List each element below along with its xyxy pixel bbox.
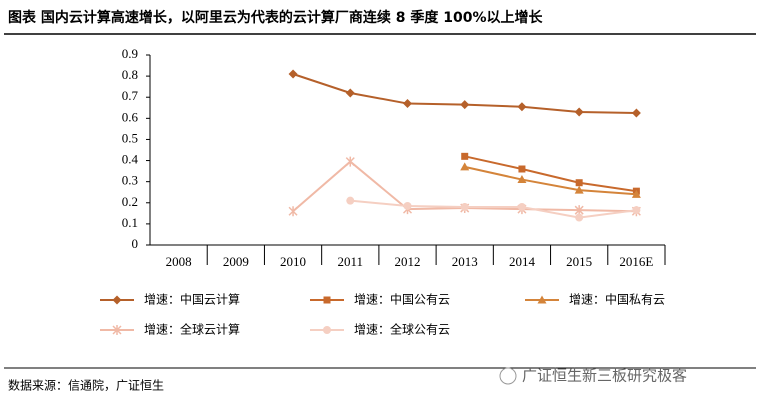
marker (631, 108, 641, 118)
marker (323, 326, 331, 334)
marker (574, 107, 584, 117)
marker (537, 295, 547, 304)
x-tick-label: 2008 (166, 254, 192, 269)
y-tick-label: 0.9 (122, 46, 138, 61)
y-tick-label: 0.6 (122, 109, 139, 124)
marker (518, 165, 526, 173)
marker (575, 213, 584, 222)
legend-label: 增速：中国私有云 (569, 292, 665, 307)
marker (112, 295, 122, 305)
y-tick-label: 0 (132, 236, 139, 251)
legend-label: 增速：全球公有云 (354, 322, 450, 337)
x-tick-label: 2012 (395, 254, 421, 269)
marker (403, 99, 412, 109)
marker (632, 206, 641, 215)
marker (323, 296, 331, 304)
marker (460, 100, 470, 110)
y-tick-label: 0.2 (122, 194, 138, 209)
x-tick-label: 2011 (338, 254, 364, 269)
y-tick-label: 0.7 (122, 88, 139, 103)
marker (517, 203, 526, 211)
marker (461, 152, 469, 160)
marker (288, 206, 298, 217)
marker (288, 69, 298, 79)
series-line (464, 165, 637, 196)
x-tick-label: 2009 (223, 254, 249, 269)
y-tick-label: 0.3 (122, 173, 138, 188)
legend-label: 增速：全球云计算 (144, 322, 240, 337)
y-tick-label: 0.4 (122, 152, 139, 167)
legend-label: 增速：中国云计算 (144, 292, 240, 307)
x-tick-label: 2015 (566, 254, 592, 269)
marker (575, 179, 583, 187)
x-tick-label: 2016E (619, 254, 653, 269)
series-line (464, 155, 637, 193)
watermark-icon (499, 367, 517, 385)
chart-title: 图表 国内云计算高速增长，以阿里云为代表的云计算厂商连续 8 季度 100%以上… (8, 9, 543, 26)
marker (631, 189, 641, 198)
marker (574, 205, 584, 216)
y-tick-label: 0.8 (122, 67, 138, 82)
x-tick-label: 2010 (280, 254, 306, 269)
marker (345, 156, 355, 167)
marker (517, 175, 527, 184)
marker (460, 162, 470, 171)
marker (460, 203, 469, 211)
marker (112, 325, 122, 335)
y-tick-label: 0.5 (122, 130, 138, 145)
y-tick-label: 0.1 (122, 215, 138, 230)
x-tick-label: 2014 (509, 254, 536, 269)
watermark: 广证恒生新三板研究极客 (522, 367, 687, 385)
series-line (350, 199, 637, 219)
source-note: 数据来源：信通院，广证恒生 (8, 378, 164, 393)
marker (403, 201, 412, 210)
marker (346, 196, 355, 205)
legend-label: 增速：中国公有云 (354, 292, 450, 307)
x-tick-label: 2013 (452, 254, 478, 269)
marker (574, 185, 584, 194)
marker (517, 102, 527, 112)
marker (345, 88, 355, 98)
